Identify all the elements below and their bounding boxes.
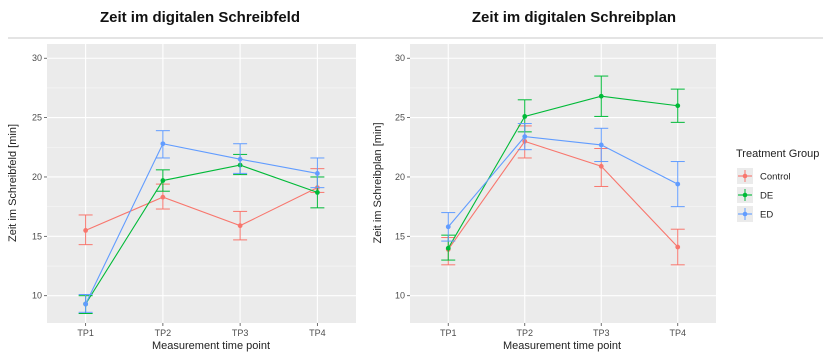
data-point-ed xyxy=(237,156,243,162)
x-tick-label: TP1 xyxy=(440,328,457,338)
y-axis-title-right: Zeit im Schreibplan [min] xyxy=(372,122,384,243)
series-line-ed xyxy=(447,136,679,228)
legend: Treatment Group Control DE ED xyxy=(736,148,819,222)
data-point-de xyxy=(160,178,166,183)
x-tick-label: TP2 xyxy=(516,328,533,338)
plot-background xyxy=(410,44,716,323)
y-tick-label: 20 xyxy=(32,172,42,182)
data-point-ed xyxy=(314,171,320,176)
y-axis-title-left: Zeit im Schreibfeld [min] xyxy=(7,124,19,242)
data-point-ed xyxy=(675,181,681,187)
chart-panel-schreibfeld: 10 15 20 25 30 TP1 TP2 TP3 TP4 xyxy=(32,44,356,338)
legend-point-ed xyxy=(742,211,748,217)
legend-label-ed: ED xyxy=(760,210,773,221)
x-tick-label: TP1 xyxy=(77,328,94,338)
data-point-de xyxy=(522,114,528,119)
data-point-de xyxy=(445,245,451,251)
y-tick-label: 15 xyxy=(395,231,405,241)
data-point-control xyxy=(83,227,89,233)
y-tick-label: 15 xyxy=(32,231,42,241)
y-tick-label: 30 xyxy=(395,53,405,63)
y-tick-label: 10 xyxy=(32,291,42,301)
legend-point-control xyxy=(742,173,748,179)
x-axis-title-left: Measurement time point xyxy=(152,340,270,352)
chart-panel-schreibplan: 10 15 20 25 30 TP1 TP2 TP3 TP4 xyxy=(395,44,716,338)
y-tick-label: 25 xyxy=(395,113,405,123)
chart-title-right: Zeit im digitalen Schreibplan xyxy=(472,9,676,26)
data-point-ed xyxy=(83,301,89,307)
legend-items: Control DE ED xyxy=(737,168,791,222)
legend-title: Treatment Group xyxy=(736,148,819,160)
data-point-ed xyxy=(445,224,451,230)
series-line-de xyxy=(85,164,318,305)
legend-label-de: DE xyxy=(760,191,773,202)
data-point-control xyxy=(237,223,243,229)
x-axis-title-right: Measurement time point xyxy=(503,340,621,352)
legend-label-control: Control xyxy=(760,172,791,183)
x-tick-label: TP3 xyxy=(232,328,249,338)
data-point-control xyxy=(160,194,166,200)
data-point-control xyxy=(675,244,681,250)
chart-title-left: Zeit im digitalen Schreibfeld xyxy=(100,9,300,26)
plot-background xyxy=(47,44,356,323)
data-point-de xyxy=(675,103,681,109)
data-point-ed xyxy=(598,142,604,148)
y-tick-label: 20 xyxy=(395,172,405,182)
x-tick-label: TP3 xyxy=(593,328,610,338)
series-line-ed xyxy=(85,143,318,305)
data-point-control xyxy=(598,163,604,169)
data-point-de xyxy=(598,93,604,99)
x-tick-label: TP4 xyxy=(669,328,686,338)
data-point-de xyxy=(314,190,320,195)
series-line-control xyxy=(85,187,318,231)
y-tick-label: 30 xyxy=(32,53,42,63)
legend-point-de xyxy=(742,192,748,198)
y-tick-label: 10 xyxy=(395,291,405,301)
y-tick-label: 25 xyxy=(32,113,42,123)
x-tick-label: TP2 xyxy=(155,328,172,338)
data-point-ed xyxy=(522,134,528,140)
data-point-ed xyxy=(160,141,166,147)
x-tick-label: TP4 xyxy=(309,328,326,338)
series-line-control xyxy=(447,140,679,250)
